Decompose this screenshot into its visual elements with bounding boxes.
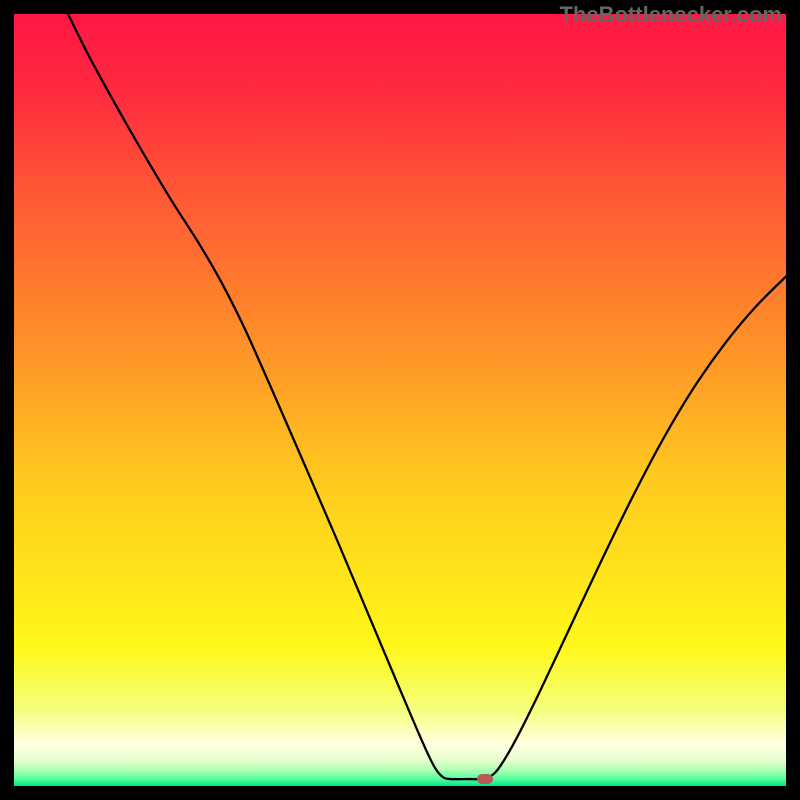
watermark-text: TheBottlenecker.com — [559, 2, 782, 28]
plot-area — [14, 14, 786, 786]
chart-frame: TheBottlenecker.com — [0, 0, 800, 800]
plot-svg — [14, 14, 786, 786]
minimum-marker — [477, 774, 493, 784]
